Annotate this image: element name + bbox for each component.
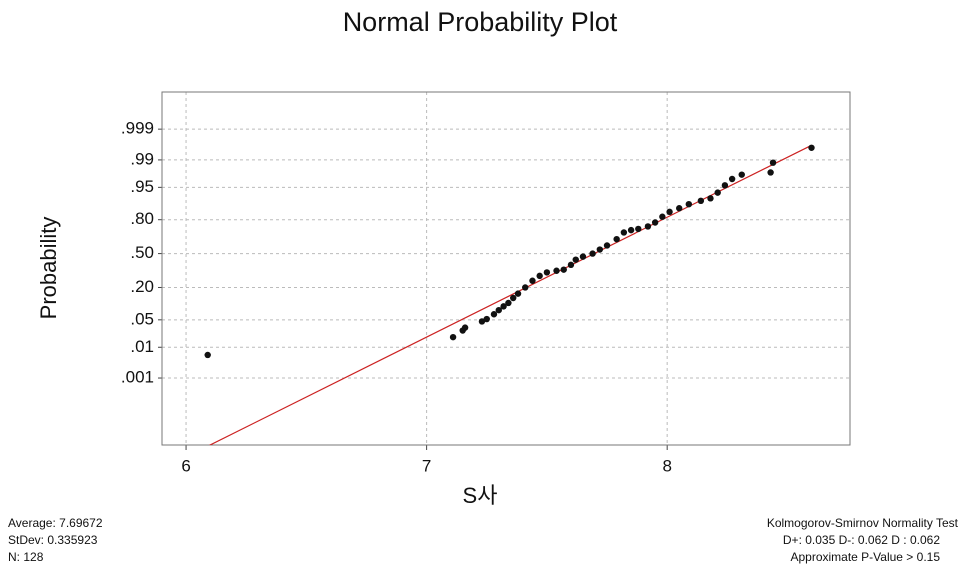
data-point <box>567 261 575 269</box>
stat-value: 128 <box>23 550 43 564</box>
x-tick-label: 8 <box>662 456 671 475</box>
y-tick-label: .001 <box>121 368 154 387</box>
plot-frame <box>161 91 851 446</box>
y-tick-label: .95 <box>130 177 154 196</box>
y-tick-label: .999 <box>121 119 154 138</box>
data-point <box>620 229 628 236</box>
data-point <box>495 306 502 314</box>
data-point <box>596 246 604 253</box>
data-point <box>572 256 579 263</box>
data-point <box>685 200 693 208</box>
data-point <box>635 225 642 233</box>
data-point <box>769 159 777 166</box>
data-point <box>461 324 469 331</box>
data-point <box>603 242 611 249</box>
y-tick-label: .20 <box>130 277 154 296</box>
data-point <box>553 267 560 274</box>
data-point <box>808 144 815 151</box>
data-point <box>738 171 745 178</box>
data-point <box>728 175 736 183</box>
data-point <box>522 284 529 291</box>
data-point <box>707 195 714 202</box>
stat-n: N: 128 <box>8 550 44 564</box>
y-tick-label: .50 <box>130 243 154 262</box>
data-point <box>644 223 652 230</box>
data-point <box>500 303 507 310</box>
test-line: D+: 0.035 D-: 0.062 D : 0.062 <box>783 533 940 547</box>
data-point <box>767 169 774 176</box>
data-point <box>613 235 620 243</box>
data-point <box>510 294 517 302</box>
y-tick-label: .05 <box>130 309 154 328</box>
test-line: Approximate P-Value > 0.15 <box>790 550 940 564</box>
data-point <box>714 189 721 196</box>
y-tick-label: .01 <box>130 337 154 356</box>
stat-value: 0.335923 <box>47 533 97 547</box>
chart-title: Normal Probability Plot <box>343 7 618 37</box>
data-point <box>529 277 536 284</box>
data-point <box>204 351 211 359</box>
y-tick-label: .80 <box>130 209 154 228</box>
y-axis-label: Probability <box>36 217 61 320</box>
data-point <box>651 219 659 226</box>
x-tick-label: 6 <box>181 456 190 475</box>
plot-area <box>204 144 815 445</box>
y-tick-label: .99 <box>130 149 154 168</box>
stat-label: Average: <box>8 516 56 530</box>
x-axis-label: S사 <box>463 483 498 508</box>
stat-value: 7.69672 <box>59 516 103 530</box>
data-point <box>666 208 673 216</box>
data-point <box>505 299 512 307</box>
stat-label: N: <box>8 550 20 564</box>
data-point <box>676 205 683 212</box>
stat-average: Average: 7.69672 <box>8 516 103 530</box>
stat-stdev: StDev: 0.335923 <box>8 533 98 547</box>
data-point <box>697 197 705 205</box>
data-point <box>490 311 498 318</box>
data-point <box>659 213 666 220</box>
data-point <box>589 250 596 257</box>
data-point <box>514 290 522 297</box>
data-point <box>543 269 551 276</box>
data-point <box>721 182 729 189</box>
fit-line <box>208 144 812 445</box>
x-tick-label: 7 <box>422 456 431 475</box>
data-point <box>449 333 457 341</box>
data-point <box>579 253 587 260</box>
data-point <box>560 266 567 273</box>
test-title: Kolmogorov-Smirnov Normality Test <box>767 516 959 530</box>
data-point <box>483 315 490 323</box>
stat-label: StDev: <box>8 533 44 547</box>
data-point <box>627 226 635 234</box>
data-point <box>536 272 543 280</box>
data-point <box>478 318 486 325</box>
